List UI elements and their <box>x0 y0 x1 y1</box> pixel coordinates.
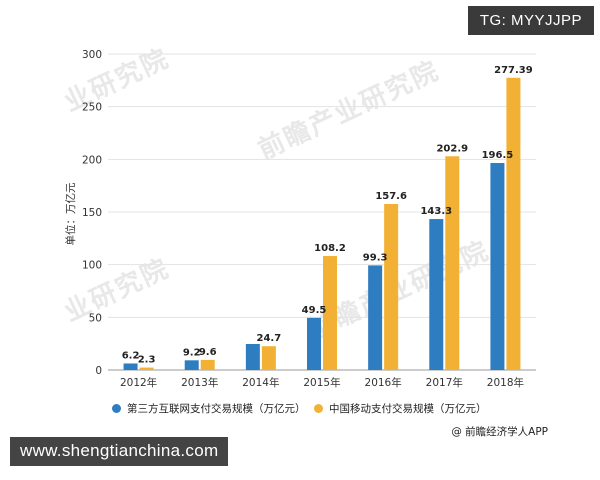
x-tick-label: 2017年 <box>426 376 463 389</box>
legend-label: 中国移动支付交易规模（万亿元） <box>329 403 487 415</box>
legend-item-mobile: 中国移动支付交易规模（万亿元） <box>314 401 487 416</box>
legend-marker <box>112 404 121 413</box>
website-banner: www.shengtianchina.com <box>10 437 229 466</box>
legend-marker <box>314 404 323 413</box>
bar-mobile <box>200 359 215 370</box>
data-label: 202.9 <box>436 143 468 154</box>
bar-mobile <box>506 77 521 371</box>
source-attribution: @ 前瞻经济学人APP <box>451 426 548 438</box>
data-label: 24.7 <box>257 333 282 344</box>
chart-legend: 第三方互联网支付交易规模（万亿元） 中国移动支付交易规模（万亿元） <box>112 401 552 421</box>
bar-mobile <box>139 367 154 370</box>
y-tick-label: 100 <box>82 260 102 272</box>
bar-mobile <box>384 203 399 370</box>
y-tick-label: 250 <box>82 102 102 114</box>
legend-item-third-party: 第三方互联网支付交易规模（万亿元） <box>112 401 306 416</box>
x-tick-label: 2013年 <box>181 376 218 389</box>
data-labels: 6.22.3 9.29.6 24.7 49.5 108.2 99.3 157.6 143.3 2… <box>122 65 533 366</box>
x-tick-label: 2015年 <box>303 376 340 389</box>
bar-third-party <box>184 360 199 370</box>
x-tick-label: 2012年 <box>120 376 157 389</box>
data-label: 108.2 <box>314 243 346 254</box>
bar-third-party <box>245 343 260 370</box>
bar-third-party <box>429 219 444 370</box>
data-label: 2.3 <box>138 355 156 366</box>
y-tick-label: 300 <box>82 49 102 61</box>
y-tick-label: 150 <box>82 207 102 219</box>
data-label: 99.3 <box>363 252 388 263</box>
y-axis-ticks: 0 50 100 150 200 250 300 <box>82 49 102 377</box>
data-label: 143.3 <box>420 206 452 217</box>
data-label: 6.2 <box>122 350 140 361</box>
legend-label: 第三方互联网支付交易规模（万亿元） <box>127 403 306 415</box>
y-tick-label: 200 <box>82 154 102 166</box>
y-axis-label: 单位：万亿元 <box>64 182 77 245</box>
bar-third-party <box>368 265 383 370</box>
data-label: 49.5 <box>302 305 327 316</box>
y-tick-label: 50 <box>89 312 102 324</box>
x-axis-ticks: 2012年 2013年 2014年 2015年 2016年 2017年 2018年 <box>120 376 524 389</box>
bar-third-party <box>123 363 138 370</box>
bar-third-party <box>307 317 321 370</box>
bar-mobile <box>261 346 276 370</box>
x-tick-label: 2018年 <box>487 376 524 389</box>
x-tick-label: 2014年 <box>242 376 279 389</box>
data-label: 157.6 <box>375 191 407 202</box>
data-label: 9.6 <box>199 347 217 358</box>
grid-lines <box>108 53 536 371</box>
y-tick-label: 0 <box>95 365 102 377</box>
bar-mobile <box>323 256 337 370</box>
tg-watermark-badge: TG: MYYJJPP <box>467 6 594 35</box>
data-label: 9.2 <box>183 347 201 358</box>
bar-mobile <box>445 156 460 370</box>
data-label: 196.5 <box>482 150 514 161</box>
bar-third-party <box>490 163 505 370</box>
bars <box>123 77 521 371</box>
x-tick-label: 2016年 <box>365 376 402 389</box>
data-label: 277.39 <box>494 65 533 76</box>
